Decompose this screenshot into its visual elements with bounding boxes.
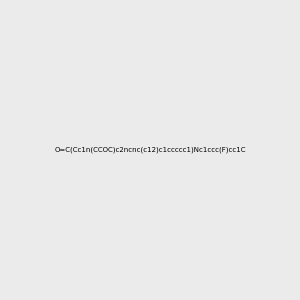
Text: O=C(Cc1n(CCOC)c2ncnc(c12)c1ccccc1)Nc1ccc(F)cc1C: O=C(Cc1n(CCOC)c2ncnc(c12)c1ccccc1)Nc1ccc… (54, 147, 246, 153)
